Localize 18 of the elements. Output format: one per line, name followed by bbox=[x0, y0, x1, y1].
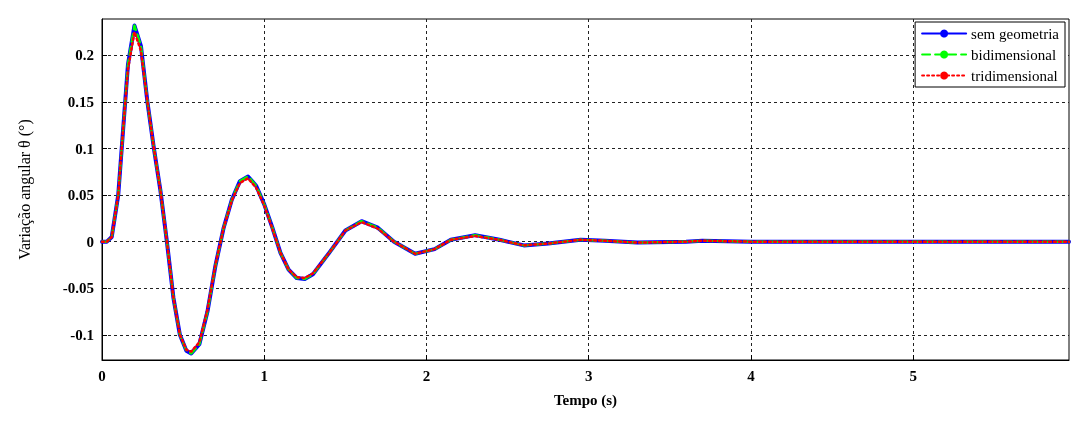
y-tick-label: 0.1 bbox=[75, 140, 94, 157]
x-tick-label: 0 bbox=[98, 367, 106, 384]
x-tick-label: 2 bbox=[422, 367, 431, 384]
y-tick-label: 0.15 bbox=[67, 93, 94, 110]
y-tick-label: -0.05 bbox=[62, 280, 94, 297]
legend-label: tridimensional bbox=[971, 67, 1058, 84]
x-tick-label: 5 bbox=[909, 367, 917, 384]
legend-label: sem geometria bbox=[971, 25, 1060, 42]
x-tick-label: 3 bbox=[584, 367, 593, 384]
x-axis-title: Tempo (s) bbox=[553, 391, 618, 409]
y-tick-label: 0.2 bbox=[75, 47, 94, 64]
y-tick-label: 0 bbox=[86, 233, 94, 250]
legend-label: bidimensional bbox=[971, 46, 1057, 63]
y-tick-label: 0.05 bbox=[67, 187, 94, 204]
y-axis-title: Variação angular θ (°) bbox=[15, 119, 34, 260]
x-tick-label: 4 bbox=[747, 367, 756, 384]
x-tick-label: 1 bbox=[260, 367, 268, 384]
y-tick-label: -0.1 bbox=[70, 326, 94, 343]
